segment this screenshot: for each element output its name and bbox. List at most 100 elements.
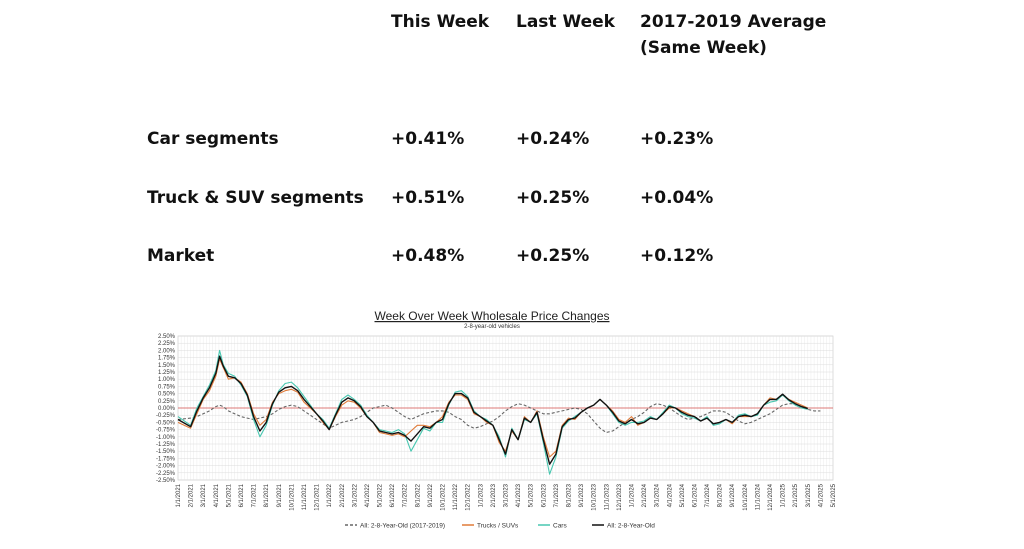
x-tick-label: 3/1/2023 xyxy=(504,483,510,507)
x-tick-label: 9/1/2022 xyxy=(428,483,434,507)
y-tick-label: -2.50% xyxy=(156,478,176,484)
y-tick-label: -1.75% xyxy=(156,456,176,462)
y-tick-label: 1.50% xyxy=(158,363,176,369)
legend-label: Cars xyxy=(553,522,567,529)
row-truck-last-week: +0.25% xyxy=(516,188,590,208)
x-tick-label: 4/1/2024 xyxy=(667,483,673,507)
x-tick-label: 5/1/2024 xyxy=(680,483,686,507)
row-label-truck: Truck & SUV segments xyxy=(147,188,364,208)
y-tick-label: 0.25% xyxy=(158,399,176,405)
x-tick-label: 8/1/2023 xyxy=(566,483,572,507)
x-tick-label: 8/1/2021 xyxy=(264,483,270,507)
legend: All: 2-8-Year-Old (2017-2019) Trucks / SU… xyxy=(345,522,655,529)
legend-label: All: 2-8-Year-Old xyxy=(607,522,655,529)
x-tick-label: 6/1/2024 xyxy=(692,483,698,507)
y-axis-ticks: 2.50%2.25%2.00% 1.75%1.50%1.25%1.00%0.75%… xyxy=(156,334,176,484)
header-this-week: This Week xyxy=(391,12,490,32)
grid xyxy=(177,335,834,481)
x-tick-label: 10/1/2023 xyxy=(592,483,598,510)
y-tick-label: 2.00% xyxy=(158,348,176,354)
y-tick-label: -1.00% xyxy=(156,435,176,441)
header-last-week: Last Week xyxy=(516,12,615,32)
chart-title: Week Over Week Wholesale Price Changes xyxy=(375,309,610,323)
y-tick-label: -0.75% xyxy=(156,428,176,434)
x-tick-label: 2/1/2025 xyxy=(793,483,799,507)
x-tick-label: 1/1/2021 xyxy=(176,483,182,507)
x-tick-label: 6/1/2022 xyxy=(390,483,396,507)
legend-label: All: 2-8-Year-Old (2017-2019) xyxy=(360,522,445,529)
y-tick-label: -0.25% xyxy=(156,413,176,419)
y-tick-label: -2.25% xyxy=(156,471,176,477)
x-tick-label: 4/1/2022 xyxy=(365,483,371,507)
x-tick-label: 11/1/2021 xyxy=(302,483,308,510)
x-tick-label: 5/1/2023 xyxy=(529,483,535,507)
row-market-avg: +0.12% xyxy=(640,246,714,266)
y-tick-label: -0.50% xyxy=(156,420,176,426)
y-tick-label: 0.00% xyxy=(158,406,176,412)
y-tick-label: 0.50% xyxy=(158,392,176,398)
x-tick-label: 7/1/2022 xyxy=(403,483,409,507)
header-same-week: (Same Week) xyxy=(640,38,767,58)
x-tick-label: 8/1/2022 xyxy=(415,483,421,507)
x-tick-label: 1/1/2023 xyxy=(478,483,484,507)
x-tick-label: 2/1/2021 xyxy=(189,483,195,507)
x-tick-label: 6/1/2021 xyxy=(239,483,245,507)
row-market-last-week: +0.25% xyxy=(516,246,590,266)
x-tick-label: 7/1/2023 xyxy=(554,483,560,507)
row-market-this-week: +0.48% xyxy=(391,246,465,266)
x-tick-label: 3/1/2025 xyxy=(806,483,812,507)
x-tick-label: 7/1/2024 xyxy=(705,483,711,507)
chart-subtitle: 2-8-year-old vehicles xyxy=(464,324,520,330)
y-tick-label: 0.75% xyxy=(158,384,176,390)
y-tick-label: 1.75% xyxy=(158,356,176,362)
legend-label: Trucks / SUVs xyxy=(477,522,519,529)
series-line xyxy=(177,403,821,434)
series-lines xyxy=(177,349,821,475)
x-tick-label: 9/1/2024 xyxy=(730,483,736,507)
x-tick-label: 12/1/2021 xyxy=(315,483,321,510)
x-tick-label: 7/1/2021 xyxy=(252,483,258,507)
y-tick-label: 2.25% xyxy=(158,341,176,347)
comparison-table: This Week Last Week 2017-2019 Average (S… xyxy=(147,12,827,266)
x-tick-label: 11/1/2024 xyxy=(755,483,761,510)
row-truck-avg: +0.04% xyxy=(640,188,714,208)
x-tick-label: 4/1/2025 xyxy=(818,483,824,507)
x-tick-label: 4/1/2021 xyxy=(214,483,220,507)
x-tick-label: 12/1/2024 xyxy=(768,483,774,510)
y-tick-label: -1.50% xyxy=(156,449,176,455)
y-tick-label: -2.00% xyxy=(156,464,176,470)
x-tick-label: 4/1/2023 xyxy=(516,483,522,507)
row-truck-this-week: +0.51% xyxy=(391,188,465,208)
x-tick-label: 1/1/2022 xyxy=(327,483,333,507)
x-tick-label: 9/1/2023 xyxy=(579,483,585,507)
x-tick-label: 5/1/2022 xyxy=(378,483,384,507)
x-tick-label: 6/1/2023 xyxy=(541,483,547,507)
x-tick-label: 3/1/2022 xyxy=(352,483,358,507)
y-tick-label: 1.25% xyxy=(158,370,176,376)
x-tick-label: 9/1/2021 xyxy=(277,483,283,507)
series-line xyxy=(177,355,809,465)
header-average: 2017-2019 Average xyxy=(640,12,827,32)
x-tick-label: 2/1/2022 xyxy=(340,483,346,507)
y-tick-label: -1.25% xyxy=(156,442,176,448)
x-tick-label: 11/1/2022 xyxy=(453,483,459,510)
row-car-this-week: +0.41% xyxy=(391,129,465,149)
x-tick-label: 3/1/2021 xyxy=(201,483,207,507)
x-tick-label: 2/1/2023 xyxy=(491,483,497,507)
x-tick-label: 5/1/2021 xyxy=(226,483,232,507)
x-tick-label: 1/1/2024 xyxy=(629,483,635,507)
y-tick-label: 1.00% xyxy=(158,377,176,383)
x-tick-label: 1/1/2025 xyxy=(781,483,787,507)
x-tick-label: 10/1/2021 xyxy=(289,483,295,510)
row-car-avg: +0.23% xyxy=(640,129,714,149)
x-tick-label: 8/1/2024 xyxy=(718,483,724,507)
row-label-market: Market xyxy=(147,246,215,266)
x-tick-label: 10/1/2024 xyxy=(743,483,749,510)
wholesale-price-chart: Week Over Week Wholesale Price Changes 2… xyxy=(156,309,837,529)
row-car-last-week: +0.24% xyxy=(516,129,590,149)
x-tick-label: 5/1/2025 xyxy=(831,483,837,507)
row-label-car: Car segments xyxy=(147,129,279,149)
x-tick-label: 12/1/2023 xyxy=(617,483,623,510)
x-tick-label: 2/1/2024 xyxy=(642,483,648,507)
x-tick-label: 12/1/2022 xyxy=(466,483,472,510)
